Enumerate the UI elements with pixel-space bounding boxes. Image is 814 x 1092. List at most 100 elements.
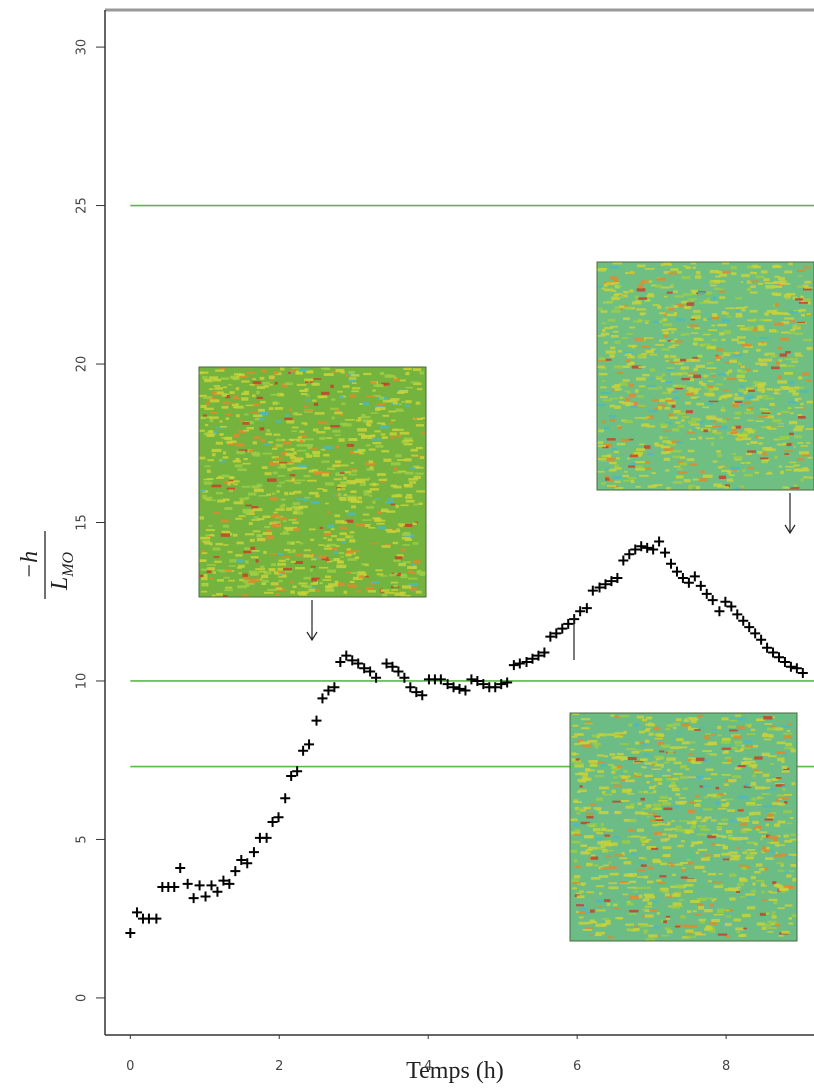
inset-pixel: [622, 365, 630, 368]
inset-pixel: [705, 425, 715, 427]
inset-pixel: [656, 758, 660, 761]
inset-pixel: [412, 522, 417, 525]
inset-pixel: [792, 878, 797, 882]
inset-pixel: [242, 462, 251, 465]
inset-pixel: [734, 401, 743, 403]
inset-pixel: [660, 765, 664, 768]
inset-pixel: [644, 268, 655, 270]
point: [371, 672, 382, 683]
inset-pixel: [261, 574, 269, 579]
inset-pixel: [253, 516, 259, 519]
inset-pixel: [394, 556, 403, 560]
inset-pixel: [603, 301, 613, 304]
inset-pixel: [598, 906, 602, 908]
inset-pixel: [698, 302, 709, 304]
inset-pixel: [643, 319, 650, 322]
inset-pixel: [742, 758, 753, 760]
inset-pixel: [695, 486, 700, 490]
inset-pixel: [609, 397, 619, 400]
inset-pixel: [323, 373, 334, 376]
inset-pixel: [330, 407, 339, 410]
inset-pixel: [361, 436, 371, 439]
inset-pixel: [705, 768, 714, 771]
inset-pixel: [222, 524, 229, 528]
inset-pixel: [305, 409, 314, 412]
inset-pixel: [608, 882, 617, 885]
inset-pixel: [390, 436, 395, 439]
inset-pixel: [707, 380, 714, 383]
inset-pixel: [612, 842, 618, 846]
inset-pixel: [341, 488, 346, 491]
inset-pixel: [317, 488, 324, 490]
inset-pixel: [703, 333, 711, 336]
inset-pixel: [293, 451, 297, 455]
inset-pixel: [311, 558, 317, 561]
inset-pixel: [664, 893, 670, 897]
inset-pixel: [648, 792, 654, 794]
inset-pixel: [387, 375, 396, 377]
inset-pixel: [607, 843, 612, 846]
inset-pixel: [278, 574, 287, 578]
inset-pixel: [761, 793, 771, 795]
inset-pixel: [350, 550, 360, 553]
inset-pixel: [766, 310, 777, 313]
inset-pixel: [651, 472, 656, 474]
inset-pixel: [210, 411, 218, 414]
inset-pixel: [574, 762, 584, 765]
inset-pixel: [258, 570, 267, 573]
inset-pixel: [742, 469, 746, 472]
inset-pixel: [652, 350, 657, 353]
inset-pixel: [676, 303, 685, 307]
inset-pixel: [784, 904, 793, 907]
inset-pixel: [725, 371, 729, 375]
inset-pixel: [661, 348, 670, 351]
inset-pixel: [597, 286, 603, 288]
inset-pixel: [574, 859, 578, 863]
inset-pixel: [613, 365, 623, 369]
inset-pixel: [582, 774, 588, 778]
inset-pixel: [346, 550, 354, 554]
inset-pixel: [606, 438, 616, 441]
inset-pixel: [750, 440, 758, 444]
inset-pixel: [223, 451, 227, 455]
inset-pixel: [774, 322, 784, 326]
inset-pixel: [651, 847, 659, 850]
inset-pixel: [704, 816, 712, 819]
inset-pixel: [361, 563, 367, 566]
inset-pixel: [597, 335, 606, 337]
inset-pixel: [284, 417, 293, 421]
inset-pixel: [616, 372, 623, 375]
inset-pixel: [662, 802, 671, 806]
inset-pixel: [723, 330, 731, 332]
inset-pixel: [733, 425, 742, 429]
inset-pixel: [711, 313, 718, 317]
inset-pixel: [740, 829, 747, 833]
inset-pixel: [614, 732, 624, 735]
inset-pixel: [643, 742, 648, 746]
inset-pixel: [200, 489, 205, 492]
inset-pixel: [670, 746, 679, 750]
inset-pixel: [774, 851, 778, 854]
inset-pixel: [713, 483, 722, 487]
inset-pixel: [747, 430, 755, 434]
inset-pixel: [575, 773, 583, 776]
inset-pixel: [731, 338, 739, 342]
inset-pixel: [595, 931, 605, 935]
inset-pixel: [286, 527, 294, 531]
inset-pixel: [578, 921, 588, 925]
inset-pixel: [393, 485, 402, 489]
inset-pixel: [677, 892, 682, 895]
inset-pixel: [690, 396, 700, 399]
inset-pixel: [334, 411, 343, 415]
inset-pixel: [785, 469, 792, 471]
inset-pixel: [591, 877, 601, 880]
inset-pixel: [409, 587, 417, 591]
inset-pixel: [680, 358, 689, 362]
inset-pixel: [634, 295, 639, 299]
inset-pixel: [614, 405, 621, 409]
inset-pixel: [766, 816, 775, 819]
point: [151, 913, 162, 924]
point: [612, 572, 623, 583]
inset-pixel: [746, 733, 756, 736]
inset-pixel: [578, 911, 586, 915]
